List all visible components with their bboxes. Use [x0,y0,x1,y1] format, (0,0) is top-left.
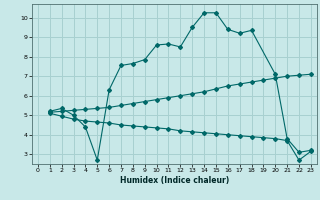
X-axis label: Humidex (Indice chaleur): Humidex (Indice chaleur) [120,176,229,185]
